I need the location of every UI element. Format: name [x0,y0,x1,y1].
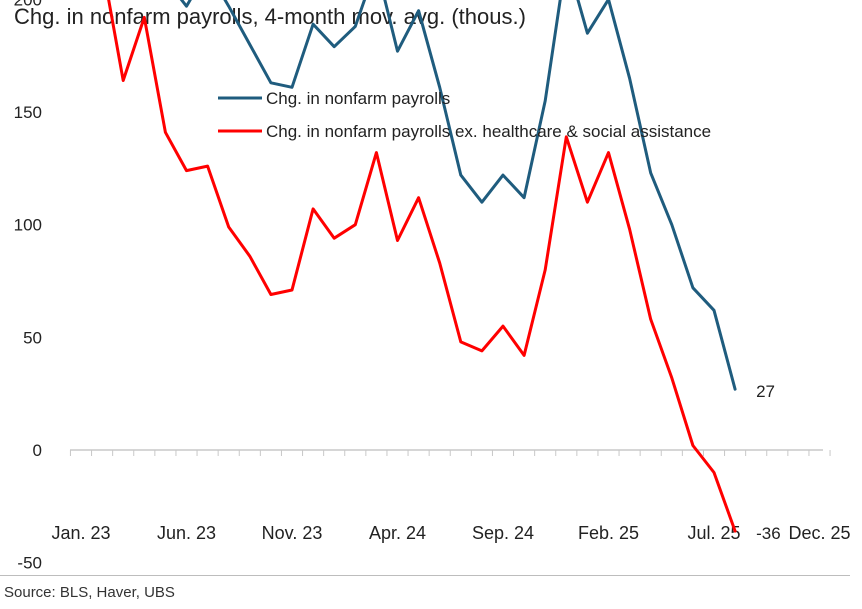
end-labels: 27 -36 [756,382,781,543]
x-tick-label: Apr. 24 [369,523,426,543]
x-tick-label: Nov. 23 [262,523,323,543]
legend-label-2: Chg. in nonfarm payrolls ex. healthcare … [266,122,711,141]
legend: Chg. in nonfarm payrolls Chg. in nonfarm … [218,89,711,141]
legend-label-1: Chg. in nonfarm payrolls [266,89,450,108]
y-tick-label: 150 [14,103,42,122]
source-divider [0,575,850,576]
x-tick-label: Jul. 25 [687,523,740,543]
x-tick-label: Dec. 25 [788,523,850,543]
x-tick-label: Sep. 24 [472,523,534,543]
y-tick-label: 0 [33,441,42,460]
y-tick-label: 200 [14,0,42,9]
y-tick-label: -50 [17,554,42,570]
y-tick-label: 50 [23,328,42,347]
x-tick-label: Jun. 23 [157,523,216,543]
x-axis-ticks: Jan. 23 Jun. 23 Nov. 23 Apr. 24 Sep. 24 Feb. … [51,450,851,543]
source-note: Source: BLS, Haver, UBS [4,584,175,601]
x-tick-label: Jan. 23 [51,523,110,543]
y-tick-label: 100 [14,216,42,235]
series-lines [107,0,737,533]
end-label-1: 27 [756,382,775,401]
y-axis-ticks: 350300250200150100500-50 [14,0,42,570]
chart-title: Chg. in nonfarm payrolls, 4-month mov. a… [14,4,526,29]
series-line-2 [107,0,737,533]
end-label-2: -36 [756,524,781,543]
x-tick-label: Feb. 25 [578,523,639,543]
series-line-1 [179,0,737,391]
